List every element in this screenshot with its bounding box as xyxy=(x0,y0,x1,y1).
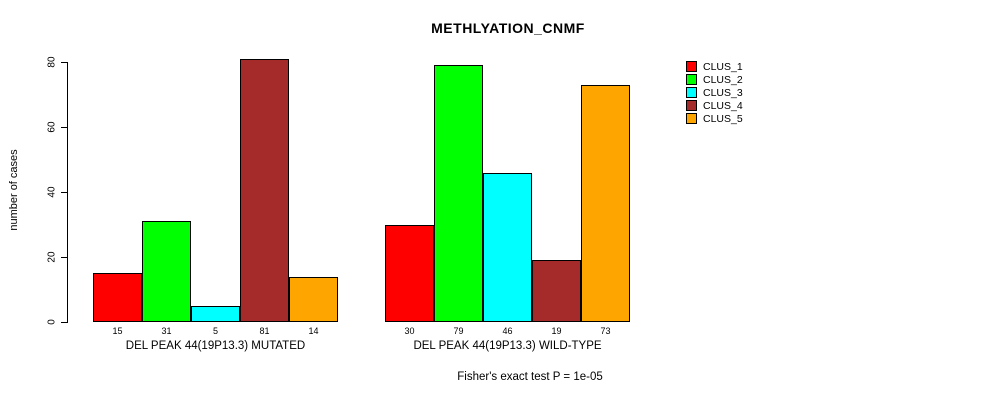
bar-clus_5 xyxy=(289,276,338,322)
legend-swatch-clus_3 xyxy=(686,87,697,98)
legend-label: CLUS_1 xyxy=(703,60,743,73)
chart-title: METHLYATION_CNMF xyxy=(431,20,585,36)
legend-swatch-clus_2 xyxy=(686,74,697,85)
bar-clus_4 xyxy=(532,260,581,322)
y-axis-label: number of cases xyxy=(8,149,20,231)
legend-swatch-clus_5 xyxy=(686,113,697,124)
y-tick-label: 20 xyxy=(46,251,58,263)
bar-value-label: 15 xyxy=(112,326,123,336)
legend-row: CLUS_5 xyxy=(686,112,743,125)
y-tick-mark xyxy=(61,126,67,128)
bar-value-label: 31 xyxy=(161,326,172,336)
bar-clus_1 xyxy=(385,224,434,322)
bar-clus_2 xyxy=(142,221,191,322)
legend-swatch-clus_4 xyxy=(686,100,697,111)
legend-row: CLUS_3 xyxy=(686,86,743,99)
y-tick-label: 0 xyxy=(46,319,58,325)
bar-value-label: 46 xyxy=(502,326,513,336)
y-tick-label: 40 xyxy=(46,186,58,198)
bar-value-label: 81 xyxy=(259,326,270,336)
fisher-test-annotation: Fisher's exact test P = 1e-05 xyxy=(457,371,603,383)
legend-label: CLUS_2 xyxy=(703,73,743,86)
bar-clus_4 xyxy=(240,58,289,322)
legend-swatch-clus_1 xyxy=(686,61,697,72)
y-tick-mark xyxy=(61,191,67,193)
bar-clus_3 xyxy=(483,172,532,322)
group-label: DEL PEAK 44(19P13.3) WILD-TYPE xyxy=(413,340,602,352)
y-tick-label: 80 xyxy=(46,56,58,68)
bar-value-label: 19 xyxy=(551,326,562,336)
bar-clus_3 xyxy=(191,305,240,322)
legend-row: CLUS_2 xyxy=(686,73,743,86)
y-tick-mark xyxy=(61,61,67,63)
bar-clus_5 xyxy=(581,84,630,322)
legend-label: CLUS_4 xyxy=(703,99,743,112)
y-tick-label: 60 xyxy=(46,121,58,133)
bar-value-label: 30 xyxy=(404,326,415,336)
legend-label: CLUS_3 xyxy=(703,86,743,99)
bar-value-label: 5 xyxy=(212,326,218,336)
bar-value-label: 79 xyxy=(453,326,464,336)
bar-clus_1 xyxy=(93,273,142,322)
legend-row: CLUS_1 xyxy=(686,60,743,73)
bar-clus_2 xyxy=(434,65,483,322)
bar-value-label: 14 xyxy=(308,326,319,336)
y-tick-mark xyxy=(61,256,67,258)
legend-row: CLUS_4 xyxy=(686,99,743,112)
y-axis-line xyxy=(67,62,68,323)
group-label: DEL PEAK 44(19P13.3) MUTATED xyxy=(125,340,306,352)
y-tick-mark xyxy=(61,321,67,323)
legend: CLUS_1 CLUS_2 CLUS_3 CLUS_4 CLUS_5 xyxy=(686,60,743,125)
legend-label: CLUS_5 xyxy=(703,112,743,125)
bar-value-label: 73 xyxy=(600,326,611,336)
